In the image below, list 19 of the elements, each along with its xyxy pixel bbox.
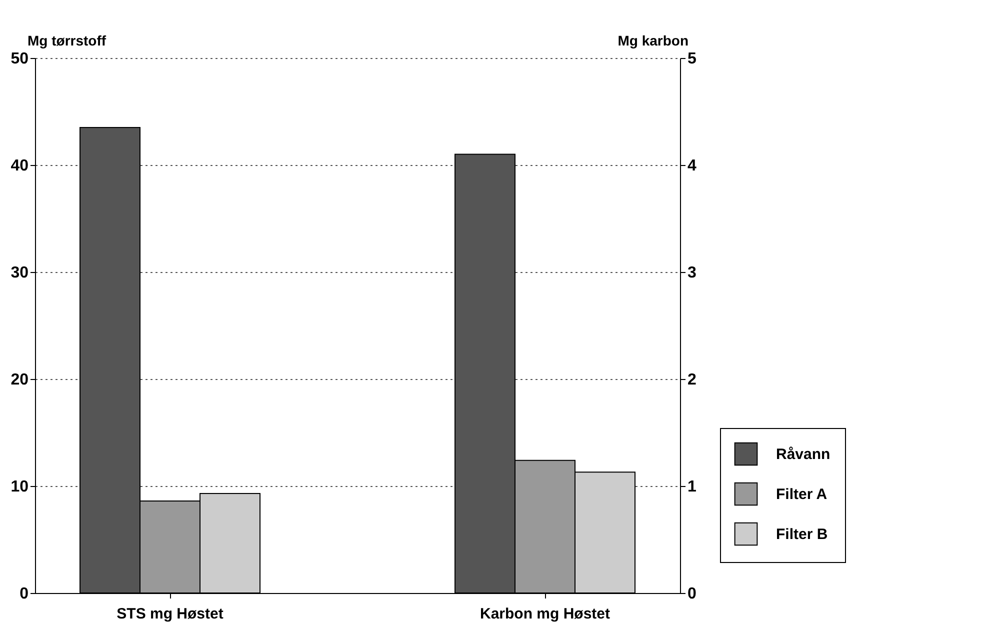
- y-tick-label: 20: [10, 372, 29, 388]
- legend-label: Filter B: [776, 526, 828, 543]
- y2-tick-label: 5: [688, 50, 696, 68]
- y-tick-label: 0: [20, 586, 29, 602]
- y2-axis-title: Mg karbon: [618, 32, 688, 48]
- y2-tick-label: 4: [688, 158, 696, 174]
- y-tick-label: 40: [10, 158, 29, 174]
- y-tick-label: 50: [10, 50, 29, 68]
- y-axis-title: Mg tørrstoff: [28, 32, 106, 48]
- y-tick-label: 10: [10, 478, 29, 496]
- x-tick-label: Karbon mg Høstet: [480, 606, 610, 622]
- y2-tick-label: 1: [688, 478, 696, 496]
- y2-tick-label: 3: [688, 264, 696, 282]
- y2-tick-label: 2: [688, 372, 696, 388]
- y2-tick-label: 0: [688, 586, 696, 602]
- legend-label: Filter A: [776, 486, 828, 503]
- y-tick-label: 30: [10, 264, 29, 282]
- legend-label: Råvann: [776, 446, 830, 463]
- x-tick-label: STS mg Høstet: [116, 606, 224, 622]
